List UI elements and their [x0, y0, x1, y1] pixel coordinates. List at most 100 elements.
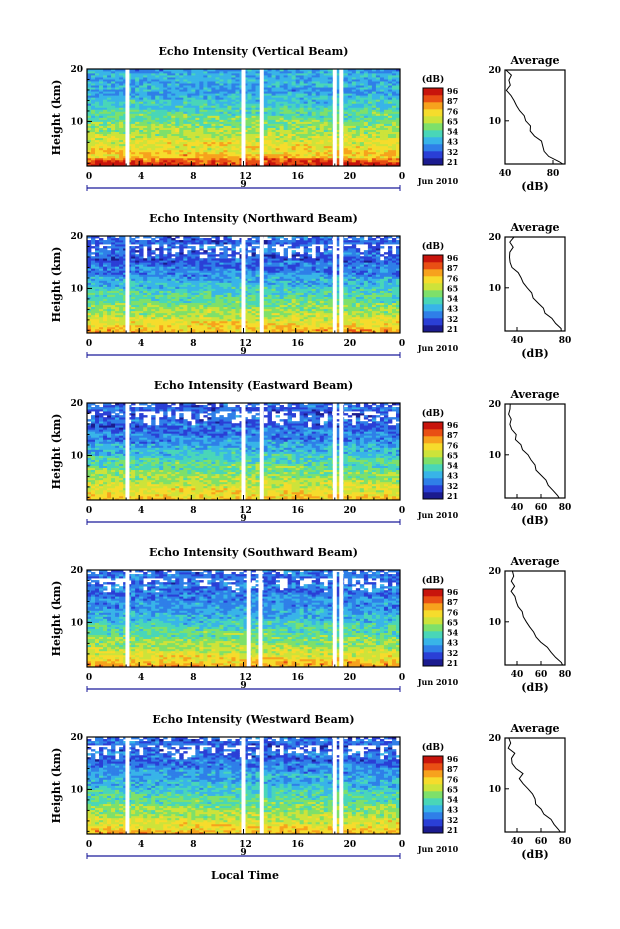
- heatmap-cell: [191, 140, 195, 142]
- heatmap-cell: [91, 140, 95, 142]
- heatmap-cell: [87, 101, 91, 103]
- heatmap-cell: [103, 105, 107, 107]
- heatmap-cell: [183, 111, 187, 113]
- heatmap-cell: [175, 162, 179, 164]
- heatmap-cell: [139, 140, 143, 142]
- heatmap-cell: [167, 81, 171, 83]
- heatmap-cell: [95, 150, 99, 152]
- heatmap-cell: [103, 128, 107, 130]
- heatmap-cell: [151, 101, 155, 103]
- heatmap-cell: [175, 75, 179, 77]
- heatmap-cell: [139, 122, 143, 124]
- heatmap-cell: [215, 93, 219, 95]
- heatmap-cell: [99, 101, 103, 103]
- heatmap-cell: [87, 81, 91, 83]
- heatmap-cell: [183, 113, 187, 115]
- heatmap-cell: [95, 136, 99, 138]
- heatmap-cell: [203, 126, 207, 128]
- heatmap-cell: [103, 140, 107, 142]
- heatmap-cell: [107, 136, 111, 138]
- heatmap-cell: [191, 158, 195, 160]
- heatmap-cell: [175, 140, 179, 142]
- heatmap-cell: [115, 107, 119, 109]
- heatmap-cell: [147, 91, 151, 93]
- heatmap-cell: [179, 105, 183, 107]
- heatmap-cell: [187, 136, 191, 138]
- heatmap-cell: [171, 138, 175, 140]
- heatmap-cell: [103, 156, 107, 158]
- heatmap-cell: [107, 77, 111, 79]
- heatmap-cell: [91, 156, 95, 158]
- heatmap-cell: [187, 134, 191, 136]
- heatmap-cell: [203, 124, 207, 126]
- heatmap-cell: [131, 89, 135, 91]
- heatmap-cell: [135, 103, 139, 105]
- heatmap-cell: [175, 148, 179, 150]
- heatmap-cell: [87, 124, 91, 126]
- heatmap-cell: [179, 120, 183, 122]
- heatmap-cell: [147, 103, 151, 105]
- heatmap-cell: [111, 87, 115, 89]
- heatmap-cell: [203, 152, 207, 154]
- heatmap-cell: [131, 95, 135, 97]
- heatmap-cell: [191, 73, 195, 75]
- heatmap-cell: [151, 120, 155, 122]
- heatmap-cell: [155, 79, 159, 81]
- heatmap-cell: [91, 115, 95, 117]
- heatmap-cell: [155, 132, 159, 134]
- heatmap-cell: [135, 113, 139, 115]
- heatmap-cell: [159, 93, 163, 95]
- heatmap-cell: [111, 79, 115, 81]
- heatmap-cell: [99, 87, 103, 89]
- heatmap-cell: [179, 130, 183, 132]
- heatmap-cell: [167, 89, 171, 91]
- heatmap-cell: [211, 150, 215, 152]
- heatmap-cell: [207, 134, 211, 136]
- heatmap-cell: [211, 136, 215, 138]
- heatmap-cell: [115, 158, 119, 160]
- heatmap-cell: [171, 89, 175, 91]
- heatmap-cell: [151, 79, 155, 81]
- heatmap-cell: [159, 105, 163, 107]
- heatmap-cell: [87, 158, 91, 160]
- heatmap-cell: [155, 158, 159, 160]
- heatmap-cell: [211, 142, 215, 144]
- heatmap-cell: [159, 152, 163, 154]
- heatmap-cell: [219, 124, 223, 126]
- heatmap-cell: [203, 93, 207, 95]
- heatmap-cell: [167, 122, 171, 124]
- heatmap-cell: [207, 77, 211, 79]
- heatmap-cell: [195, 128, 199, 130]
- heatmap-cell: [163, 152, 167, 154]
- heatmap-cell: [135, 97, 139, 99]
- heatmap-cell: [167, 136, 171, 138]
- heatmap-cell: [171, 107, 175, 109]
- heatmap-cell: [187, 138, 191, 140]
- heatmap-cell: [163, 122, 167, 124]
- heatmap-cell: [163, 124, 167, 126]
- heatmap-cell: [115, 118, 119, 120]
- heatmap-cell: [203, 136, 207, 138]
- heatmap-cell: [91, 132, 95, 134]
- heatmap-cell: [95, 113, 99, 115]
- heatmap-cell: [163, 79, 167, 81]
- heatmap-cell: [167, 158, 171, 160]
- heatmap-cell: [195, 158, 199, 160]
- heatmap-cell: [147, 85, 151, 87]
- heatmap-cell: [107, 144, 111, 146]
- heatmap-cell: [119, 109, 123, 111]
- heatmap-cell: [107, 101, 111, 103]
- heatmap-cell: [143, 97, 147, 99]
- heatmap-cell: [175, 107, 179, 109]
- heatmap-cell: [207, 71, 211, 73]
- heatmap-cell: [191, 138, 195, 140]
- heatmap-cell: [91, 146, 95, 148]
- heatmap-cell: [183, 124, 187, 126]
- heatmap-cell: [219, 103, 223, 105]
- heatmap-cell: [151, 118, 155, 120]
- heatmap-cell: [111, 138, 115, 140]
- heatmap-cell: [183, 136, 187, 138]
- heatmap-cell: [171, 130, 175, 132]
- heatmap-cell: [219, 97, 223, 99]
- heatmap-cell: [135, 152, 139, 154]
